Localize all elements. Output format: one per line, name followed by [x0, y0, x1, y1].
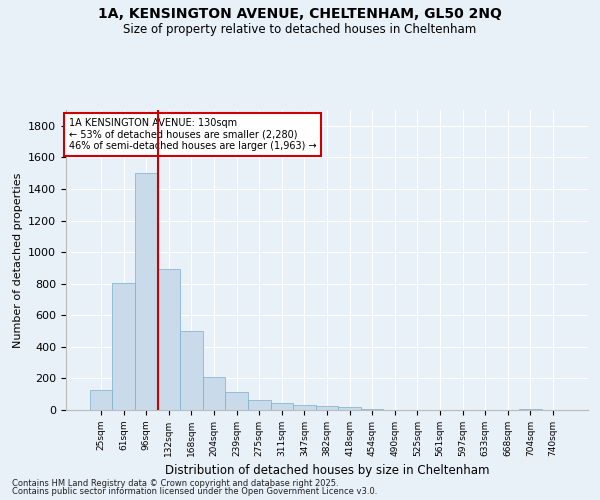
Bar [271, 403, 293, 410]
Bar [316, 406, 338, 410]
Text: 1A, KENSINGTON AVENUE, CHELTENHAM, GL50 2NQ: 1A, KENSINGTON AVENUE, CHELTENHAM, GL50 … [98, 8, 502, 22]
Y-axis label: Number of detached properties: Number of detached properties [13, 172, 23, 348]
Bar [203, 377, 226, 410]
Bar [519, 408, 542, 410]
Text: Contains public sector information licensed under the Open Government Licence v3: Contains public sector information licen… [12, 487, 377, 496]
Bar [158, 270, 180, 410]
Text: Contains HM Land Registry data © Crown copyright and database right 2025.: Contains HM Land Registry data © Crown c… [12, 478, 338, 488]
Bar [226, 392, 248, 410]
X-axis label: Distribution of detached houses by size in Cheltenham: Distribution of detached houses by size … [165, 464, 489, 477]
Bar [338, 407, 361, 410]
Bar [293, 405, 316, 410]
Bar [112, 283, 135, 410]
Text: 1A KENSINGTON AVENUE: 130sqm
← 53% of detached houses are smaller (2,280)
46% of: 1A KENSINGTON AVENUE: 130sqm ← 53% of de… [68, 118, 316, 150]
Bar [90, 390, 112, 410]
Bar [180, 330, 203, 410]
Text: Size of property relative to detached houses in Cheltenham: Size of property relative to detached ho… [124, 22, 476, 36]
Bar [135, 173, 158, 410]
Bar [248, 400, 271, 410]
